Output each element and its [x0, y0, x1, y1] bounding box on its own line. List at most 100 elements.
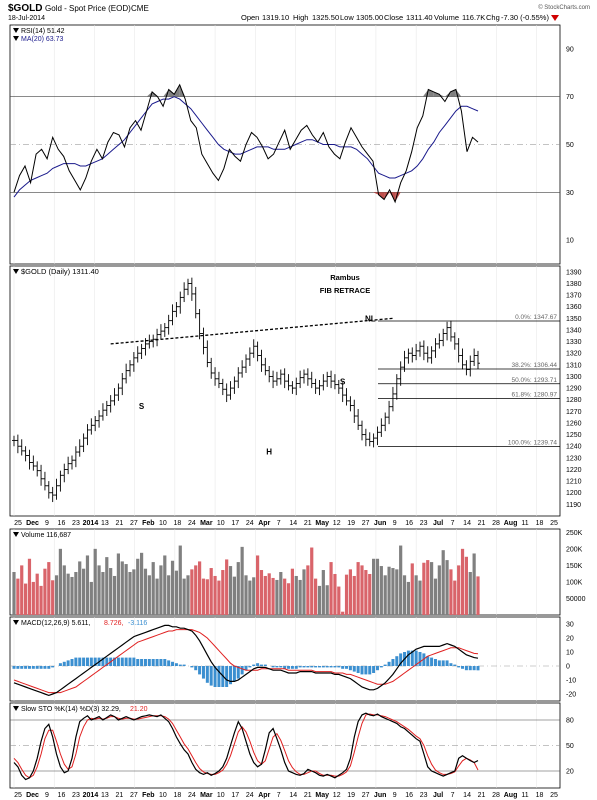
macd-histogram-bar	[171, 661, 175, 666]
price-bar	[402, 350, 407, 372]
price-bar	[66, 456, 71, 475]
price-bar	[464, 360, 469, 376]
price-tick-label: 1370	[566, 293, 582, 300]
macd-tick-label: 20	[566, 636, 574, 643]
volume-bar	[414, 575, 418, 615]
macd-histogram-bar	[461, 666, 465, 669]
volume-bar	[441, 550, 445, 615]
volume-bar	[279, 572, 283, 615]
macd-histogram-bar	[66, 660, 70, 666]
macd-histogram-bar	[232, 666, 236, 682]
volume-bar	[244, 575, 248, 615]
price-bar	[448, 320, 453, 342]
volume-bar	[375, 558, 380, 615]
volume-bar	[182, 578, 186, 615]
macd-histogram-bar	[333, 666, 337, 668]
price-bar	[255, 341, 260, 362]
price-bar	[390, 386, 395, 412]
macd-histogram-bar	[248, 666, 252, 668]
volume-bar	[395, 569, 399, 615]
macd-histogram-bar	[82, 657, 86, 666]
rsi-overbought-fill	[444, 91, 451, 97]
price-bar	[356, 409, 361, 430]
volume-tick-label: 50000	[566, 596, 586, 603]
volume-bar	[430, 562, 434, 615]
close-label: Close	[384, 13, 403, 22]
price-bar	[363, 428, 368, 447]
macd-histogram-bar	[240, 666, 244, 675]
volume-bar	[54, 575, 59, 615]
macd-histogram-bar	[418, 652, 422, 666]
price-bar	[406, 348, 411, 364]
volume-bar	[453, 580, 457, 615]
macd-histogram-bar	[422, 653, 426, 666]
price-bar	[97, 410, 102, 428]
volume-bar	[232, 576, 236, 615]
volume-bar	[140, 552, 144, 615]
macd-histogram-bar	[113, 657, 117, 666]
x-axis-top-label: 23	[420, 520, 428, 527]
price-bar	[70, 455, 74, 470]
macd-histogram-bar	[348, 666, 352, 671]
x-axis-top-label: 10	[159, 520, 167, 527]
rsi-tick-label: 10	[566, 238, 574, 245]
price-bar	[112, 388, 117, 406]
volume-bar	[352, 575, 356, 615]
price-bar	[120, 372, 125, 396]
macd-histogram-bar	[468, 666, 472, 671]
legend-arrow-icon	[13, 706, 19, 711]
volume-bar	[433, 578, 438, 615]
price-bar	[178, 291, 183, 314]
x-axis-bottom-label: 18	[536, 792, 544, 799]
price-bar	[452, 332, 457, 350]
price-bar	[182, 282, 187, 303]
x-axis-top-label: 24	[188, 520, 196, 527]
rsi-line	[13, 83, 479, 204]
volume-bar	[240, 546, 244, 615]
price-bar	[321, 374, 326, 391]
macd-histogram-bar	[426, 656, 430, 666]
macd-histogram-bar	[62, 661, 66, 666]
price-bar	[290, 381, 295, 394]
volume-bar	[364, 570, 368, 615]
price-bar	[216, 371, 221, 389]
price-bar	[298, 370, 303, 389]
volume-bar	[252, 577, 256, 615]
price-bar	[317, 379, 322, 396]
price-bar	[39, 464, 44, 486]
x-axis-top-label: Dec	[26, 520, 39, 527]
x-axis-bottom-label: 2014	[83, 792, 99, 799]
macd-histogram-bar	[271, 666, 275, 668]
price-tick-label: 1340	[566, 327, 582, 334]
price-bar	[15, 434, 20, 454]
low-label: Low	[340, 13, 354, 22]
price-tick-label: 1310	[566, 362, 582, 369]
x-axis-bottom-label: Feb	[142, 792, 154, 799]
macd-histogram-bar	[437, 660, 441, 666]
x-axis-bottom-label: May	[315, 792, 329, 799]
macd-histogram-bar	[12, 666, 16, 669]
macd-histogram-bar	[457, 666, 461, 668]
x-axis-top-label: 18	[536, 520, 544, 527]
volume-bar	[194, 565, 198, 615]
price-bar	[77, 439, 82, 457]
price-tick-label: 1210	[566, 479, 582, 486]
volume-bar	[116, 553, 120, 615]
volume-bar	[248, 580, 252, 615]
volume-bar	[259, 570, 264, 615]
macd-histogram-bar	[147, 659, 151, 666]
volume-legend: Volume 116,687	[21, 532, 71, 539]
price-bar	[23, 446, 28, 462]
price-bar	[410, 347, 415, 363]
price-bar	[131, 352, 136, 372]
macd-histogram-bar	[140, 659, 144, 666]
price-bar	[236, 367, 241, 389]
macd-tick-label: 30	[566, 622, 574, 629]
volume-bar	[368, 573, 372, 615]
price-bar	[62, 463, 67, 483]
macd-histogram-bar	[352, 666, 356, 672]
volume-bar	[286, 583, 291, 615]
sto-tick-label: 50	[566, 743, 574, 750]
price-bar	[158, 324, 163, 340]
x-axis-bottom-label: 12	[333, 792, 341, 799]
